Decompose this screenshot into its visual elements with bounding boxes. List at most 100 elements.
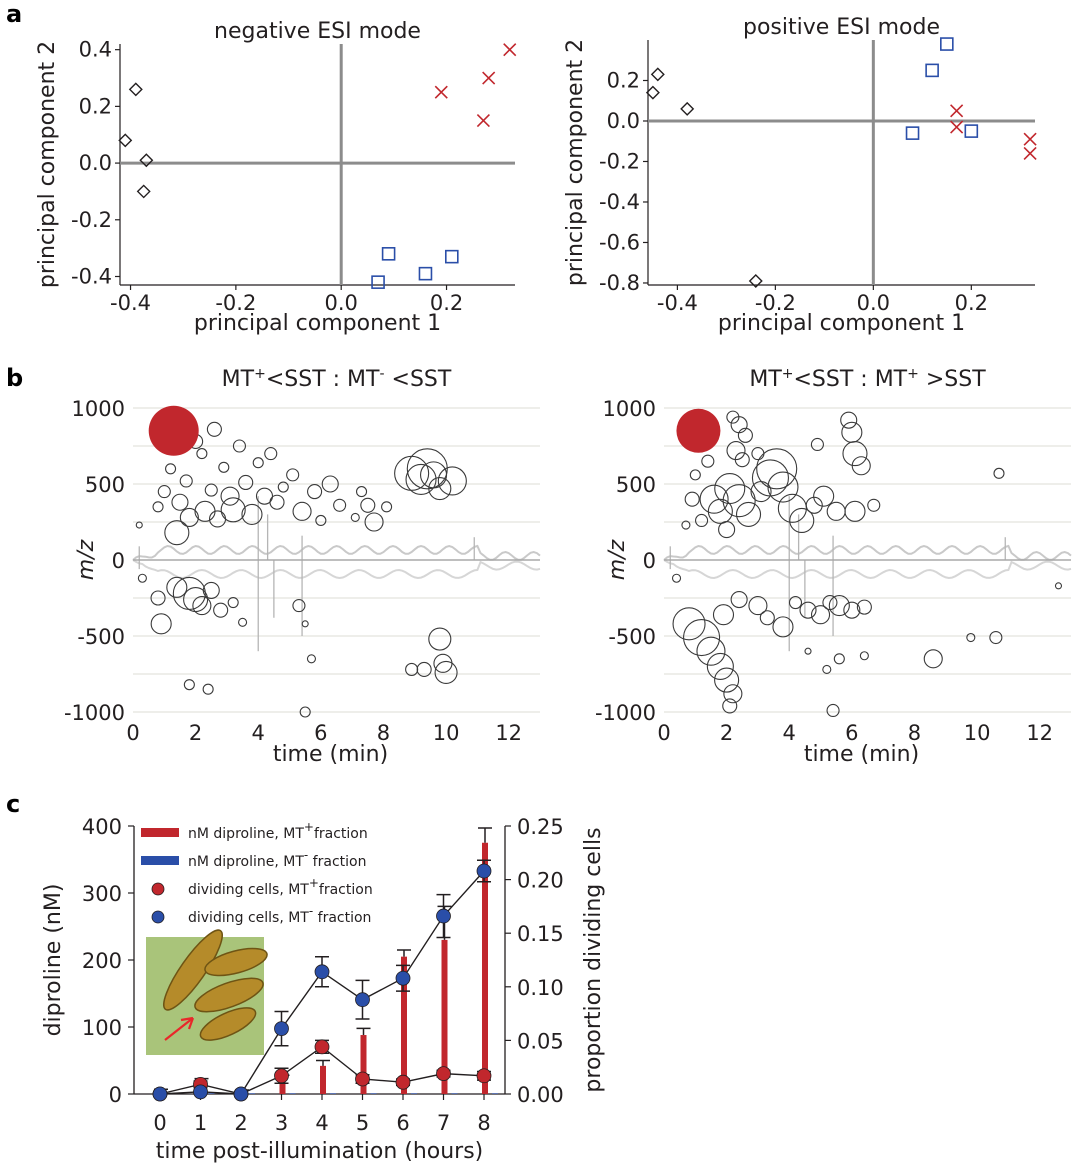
bar-error-bar bbox=[397, 949, 411, 957]
square-point bbox=[371, 275, 385, 289]
bubble-upper bbox=[695, 513, 709, 528]
bubble-lower bbox=[672, 607, 706, 641]
bar-mt-minus bbox=[451, 1093, 458, 1094]
x-tick-label: 8 bbox=[377, 721, 390, 745]
bubble-lower bbox=[238, 617, 248, 627]
bubble-lower bbox=[428, 627, 452, 651]
bubble-upper bbox=[220, 497, 246, 523]
chromatogram-positive-trace bbox=[663, 544, 1072, 561]
x-axis-label: time (min) bbox=[804, 742, 919, 767]
legend-label: nM diproline, MT- fraction bbox=[188, 848, 366, 870]
dividing-mt-minus-point bbox=[355, 992, 370, 1008]
bubble-lower bbox=[810, 605, 831, 625]
x-tick-label: 6 bbox=[396, 1111, 409, 1135]
bubble-lower bbox=[923, 649, 943, 669]
legend-label-text2: fraction bbox=[314, 826, 368, 842]
bubble-upper bbox=[355, 486, 368, 498]
y-tick-label: -1000 bbox=[595, 701, 656, 725]
diamond-point bbox=[118, 133, 133, 148]
bubble-upper bbox=[292, 501, 312, 521]
chart-mz-left: 0 2 4 6 8 10 12 1000 500 0 -500 -1000 time (min) m/z M… bbox=[64, 366, 541, 767]
bubble-upper bbox=[238, 474, 254, 491]
left-tick-label: 100 bbox=[82, 1016, 122, 1040]
y-axis-label: principal component 2 bbox=[35, 41, 60, 288]
right-tick-label: 0.20 bbox=[517, 869, 564, 893]
dividing-mt-plus-point bbox=[314, 1039, 330, 1055]
x-tick-label: 2 bbox=[720, 721, 733, 745]
x-tick-label: 4 bbox=[252, 721, 265, 745]
x-point bbox=[476, 113, 490, 128]
right-tick-label: 0.00 bbox=[517, 1083, 564, 1107]
bubble-upper bbox=[135, 521, 143, 529]
bubble-upper bbox=[993, 467, 1005, 479]
inset-micrograph bbox=[146, 929, 268, 1055]
title-sup2: - bbox=[379, 366, 384, 382]
bubble-upper bbox=[220, 486, 240, 506]
bubble-upper bbox=[157, 485, 171, 499]
bubble-lower bbox=[434, 660, 458, 685]
right-tick-label: 0.05 bbox=[517, 1029, 564, 1053]
diamond-point bbox=[748, 273, 763, 288]
dividing-mt-minus-point bbox=[233, 1086, 249, 1102]
y-axis-label-left: diproline (nM) bbox=[41, 884, 66, 1037]
bubble-upper bbox=[165, 463, 177, 475]
dividing-mt-plus-point bbox=[274, 1068, 289, 1084]
bubble-lower bbox=[137, 573, 147, 583]
bubble-upper bbox=[394, 455, 430, 491]
bubble-upper bbox=[364, 512, 384, 532]
y-tick-label: -1000 bbox=[64, 701, 125, 725]
y-axis-label: principal component 2 bbox=[563, 39, 588, 286]
y-tick-label: 500 bbox=[616, 473, 656, 497]
y-tick-label: -0.4 bbox=[599, 190, 640, 214]
bubble-upper bbox=[789, 507, 815, 534]
bar-mt-plus bbox=[441, 939, 448, 1094]
x-point bbox=[434, 85, 448, 99]
bubble-upper bbox=[164, 520, 190, 546]
bubble-lower bbox=[306, 654, 317, 664]
x-tick-label: -0.2 bbox=[755, 291, 796, 315]
left-tick-label: 0 bbox=[109, 1083, 122, 1107]
diatom-cell bbox=[163, 929, 223, 1011]
bubble-upper bbox=[204, 483, 218, 497]
bubble-upper bbox=[196, 448, 208, 460]
bubble-lower bbox=[730, 590, 748, 609]
bubble-upper bbox=[406, 448, 448, 490]
bubble-upper bbox=[844, 500, 866, 522]
title-suffix: <SST bbox=[385, 367, 452, 392]
bubble-upper bbox=[350, 512, 360, 522]
x-axis-label: principal component 1 bbox=[718, 311, 965, 336]
bar-mt-minus bbox=[492, 1093, 498, 1094]
dividing-mt-minus-point bbox=[395, 970, 411, 986]
left-tick-label: 400 bbox=[82, 815, 122, 839]
right-tick-label: 0.10 bbox=[517, 976, 564, 1000]
bar-mt-minus bbox=[330, 1093, 336, 1094]
title-sup2: + bbox=[907, 366, 919, 382]
x-tick-label: 0 bbox=[153, 1111, 166, 1135]
dividing-mt-minus-point bbox=[476, 863, 492, 879]
bubble-lower bbox=[843, 601, 861, 619]
chart-positive-esi: -0.4 -0.2 0.0 0.2 -0.8 -0.6 -0.4 -0.2 0.0 0.2 posi… bbox=[563, 15, 1037, 336]
x-tick-label: 0.2 bbox=[955, 291, 988, 315]
x-tick-label: 1 bbox=[194, 1111, 207, 1135]
diamond-point bbox=[680, 101, 695, 116]
bubble-upper bbox=[405, 463, 437, 495]
panel-label-c: c bbox=[6, 790, 20, 818]
bubble-lower bbox=[826, 703, 840, 718]
bubble-upper bbox=[722, 484, 756, 518]
size-reference-dot bbox=[148, 405, 199, 456]
y-tick-label: 0.0 bbox=[607, 109, 640, 133]
x-tick-label: 0 bbox=[657, 721, 670, 745]
bubble-lower bbox=[301, 620, 309, 628]
x-tick-label: -0.4 bbox=[657, 291, 698, 315]
legend-label: nM diproline, MT+fraction bbox=[188, 820, 368, 842]
bubble-upper bbox=[684, 491, 700, 507]
legend-label-sup: + bbox=[309, 876, 319, 890]
title-prefix: MT bbox=[222, 367, 255, 392]
x-point bbox=[950, 104, 964, 118]
bubble-lower bbox=[202, 683, 214, 695]
y-tick-label: -0.8 bbox=[599, 271, 640, 295]
bubble-lower bbox=[299, 706, 311, 718]
diamond-point bbox=[128, 82, 143, 97]
y-tick-label: 0 bbox=[643, 549, 656, 573]
x-tick-label: 7 bbox=[437, 1111, 450, 1135]
